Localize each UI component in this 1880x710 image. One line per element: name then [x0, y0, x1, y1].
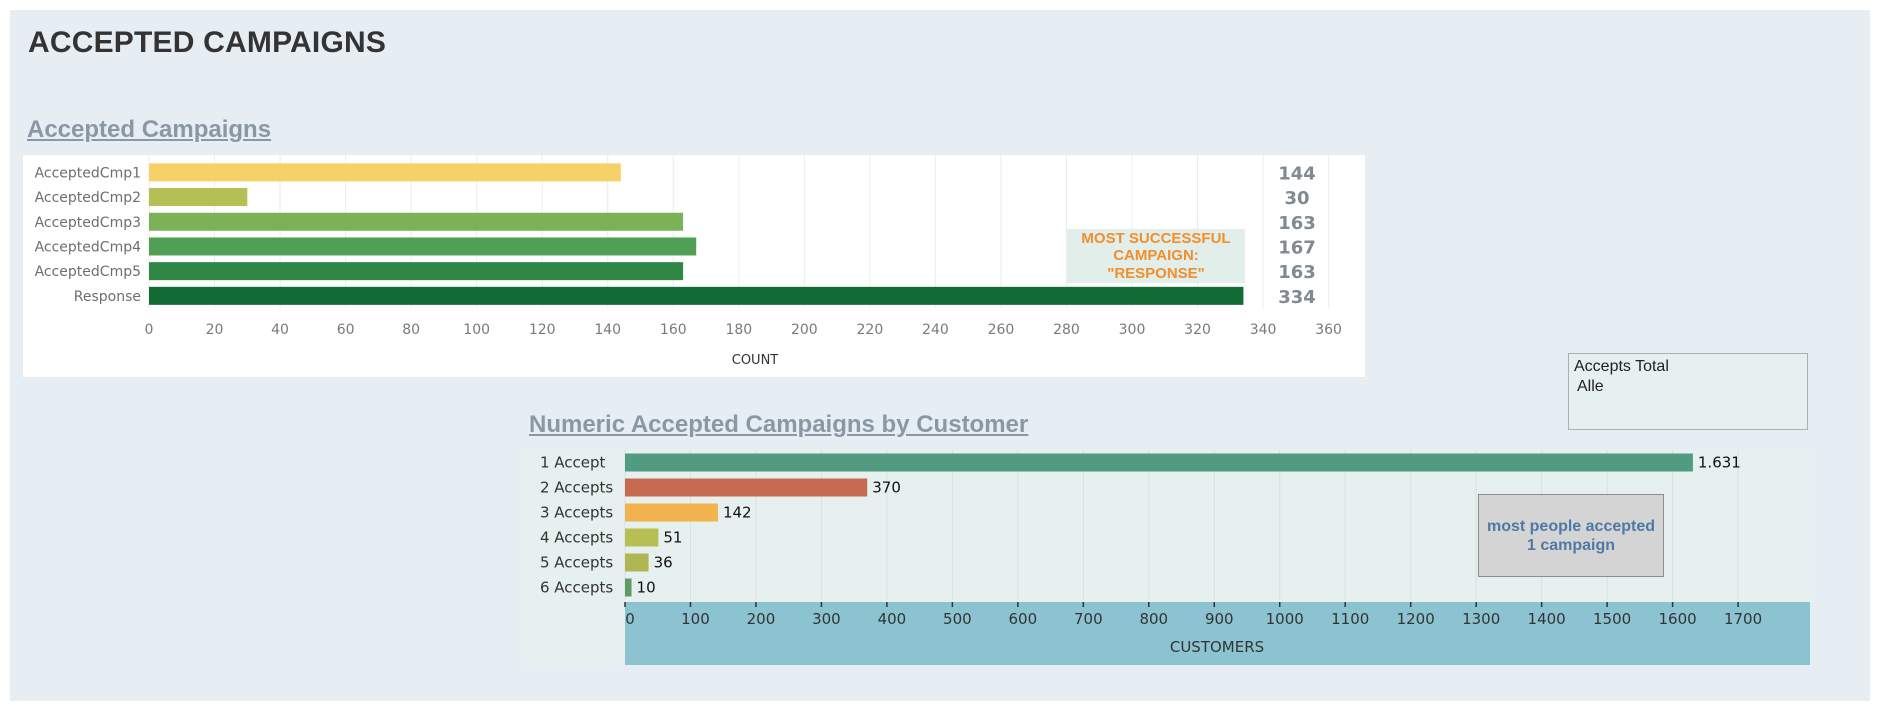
x-tick-label: 1700: [1724, 610, 1762, 628]
data-label: 167: [1278, 237, 1316, 258]
x-tick-label: 140: [594, 322, 621, 338]
data-label: 370: [872, 479, 901, 497]
data-label: 334: [1278, 287, 1316, 308]
data-label: 142: [723, 504, 752, 522]
filter-label: Accepts Total: [1574, 358, 1669, 375]
x-tick-label: 300: [1119, 322, 1146, 338]
category-label: 3 Accepts: [540, 504, 613, 522]
x-tick-label: 200: [791, 322, 818, 338]
category-label: AcceptedCmp1: [35, 165, 141, 181]
category-label: AcceptedCmp4: [35, 239, 142, 255]
x-tick-label: 340: [1250, 322, 1277, 338]
accepts-total-filter[interactable]: Accepts Total Alle: [1568, 353, 1808, 430]
bar: [149, 262, 684, 281]
data-label: 163: [1278, 262, 1316, 283]
category-label: AcceptedCmp5: [35, 264, 141, 280]
x-tick-label: 1300: [1462, 610, 1500, 628]
data-label: 1.631: [1698, 454, 1741, 472]
x-tick-label: 200: [747, 610, 776, 628]
accepted-by-customer-svg: 0 100 200 300 400 500 600 700 800 900 1000 1100 1200…: [540, 450, 1810, 665]
x-tick-label: 1600: [1659, 610, 1697, 628]
bar: [149, 237, 697, 256]
x-tick-label: 1400: [1528, 610, 1566, 628]
category-label: AcceptedCmp3: [35, 215, 141, 231]
x-tick-label: 600: [1009, 610, 1038, 628]
x-tick-label: 500: [943, 610, 972, 628]
category-label: 2 Accepts: [540, 479, 613, 497]
x-tick-label: 900: [1205, 610, 1234, 628]
x-tick-label: 240: [922, 322, 949, 338]
x-tick-label: 1200: [1397, 610, 1435, 628]
x-tick-label: 80: [402, 322, 420, 338]
bar: [625, 553, 649, 572]
category-label: 1 Accept: [540, 454, 606, 472]
data-label: 51: [663, 529, 682, 547]
dashboard: ACCEPTED CAMPAIGNS Accepted Campaigns 0 2…: [10, 10, 1870, 701]
category-label: 6 Accepts: [540, 579, 613, 597]
most-successful-campaign-note: MOST SUCCESSFUL CAMPAIGN: "RESPONSE": [1067, 229, 1245, 283]
x-tick-label: 120: [529, 322, 556, 338]
x-tick-label: 1000: [1266, 610, 1304, 628]
category-label: Response: [74, 289, 141, 305]
data-label: 10: [637, 579, 656, 597]
x-tick-label: 220: [857, 322, 884, 338]
x-tick-label: 1100: [1331, 610, 1369, 628]
category-label: 4 Accepts: [540, 529, 613, 547]
filter-value[interactable]: Alle: [1577, 378, 1604, 395]
bar: [149, 212, 684, 231]
data-label: 144: [1278, 163, 1316, 184]
category-label: 5 Accepts: [540, 554, 613, 572]
x-tick-label: 40: [271, 322, 289, 338]
bar: [625, 453, 1693, 472]
bar: [625, 478, 868, 497]
x-tick-label: 0: [145, 322, 154, 338]
x-tick-label: 60: [337, 322, 355, 338]
x-tick-label: 160: [660, 322, 687, 338]
x-tick-label: 260: [988, 322, 1015, 338]
x-tick-label: 300: [812, 610, 841, 628]
x-tick-label: 360: [1315, 322, 1342, 338]
x-tick-label: 180: [725, 322, 752, 338]
category-label: AcceptedCmp2: [35, 190, 141, 206]
x-tick-label: 700: [1074, 610, 1103, 628]
x-tick-label: 320: [1184, 322, 1211, 338]
data-label: 163: [1278, 213, 1316, 234]
x-tick-label: 100: [463, 322, 490, 338]
dashboard-title: ACCEPTED CAMPAIGNS: [28, 26, 387, 59]
bar: [149, 163, 621, 182]
bar: [149, 286, 1244, 305]
most-people-note: most people accepted 1 campaign: [1478, 494, 1664, 577]
x-tick-label: 0: [625, 610, 635, 628]
accepted-campaigns-svg: 0 20 40 60 80 100 120 140 160 180 200 220 240 260 280 3…: [35, 155, 1342, 368]
accepted-by-customer-title: Numeric Accepted Campaigns by Customer: [529, 411, 1029, 438]
bar: [625, 503, 718, 522]
x-axis-band: [625, 602, 1810, 665]
data-label: 36: [654, 554, 673, 572]
bar: [625, 578, 632, 597]
data-label: 30: [1284, 188, 1309, 209]
x-tick-label: 280: [1053, 322, 1080, 338]
accepted-campaigns-title: Accepted Campaigns: [27, 116, 272, 143]
x-axis-label: CUSTOMERS: [1170, 638, 1264, 656]
bar: [625, 528, 659, 547]
bar: [149, 188, 248, 207]
x-tick-label: 100: [681, 610, 710, 628]
x-tick-label: 400: [878, 610, 907, 628]
x-tick-label: 20: [206, 322, 224, 338]
x-axis-label: COUNT: [732, 353, 779, 368]
x-tick-label: 800: [1139, 610, 1168, 628]
x-tick-label: 1500: [1593, 610, 1631, 628]
